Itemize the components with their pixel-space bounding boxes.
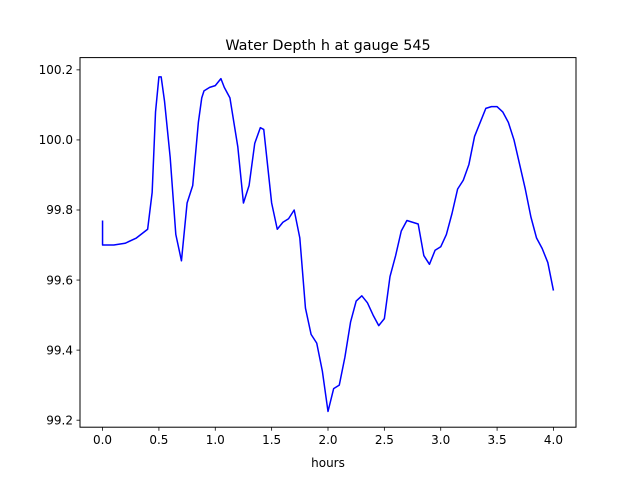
y-axis: 99.2 99.4 99.6 99.8 100.0 100.2 [39, 63, 80, 427]
series-line-0 [101, 76, 555, 413]
x-tick-label: 4.0 [544, 433, 563, 447]
y-tick-label: 99.8 [46, 203, 73, 217]
y-tick-label: 100.0 [39, 133, 73, 147]
y-tick-label: 100.2 [39, 63, 73, 77]
x-tick-label: 3.5 [488, 433, 507, 447]
x-axis: 0.0 0.5 1.0 1.5 2.0 2.5 3.0 3.5 4.0 [93, 427, 563, 447]
x-tick-label: 2.5 [375, 433, 394, 447]
x-tick-label: 0.5 [149, 433, 168, 447]
y-tick-label: 99.4 [46, 343, 73, 357]
x-tick-label: 3.0 [431, 433, 450, 447]
x-tick-label: 2.0 [318, 433, 337, 447]
x-tick-label: 1.5 [262, 433, 281, 447]
x-tick-label: 1.0 [206, 433, 225, 447]
y-tick-label: 99.6 [46, 273, 73, 287]
y-tick-label: 99.2 [46, 413, 73, 427]
chart-title: Water Depth h at gauge 545 [225, 38, 430, 54]
x-tick-label: 0.0 [93, 433, 112, 447]
data-layer [101, 76, 555, 413]
x-axis-title: hours [311, 456, 345, 470]
